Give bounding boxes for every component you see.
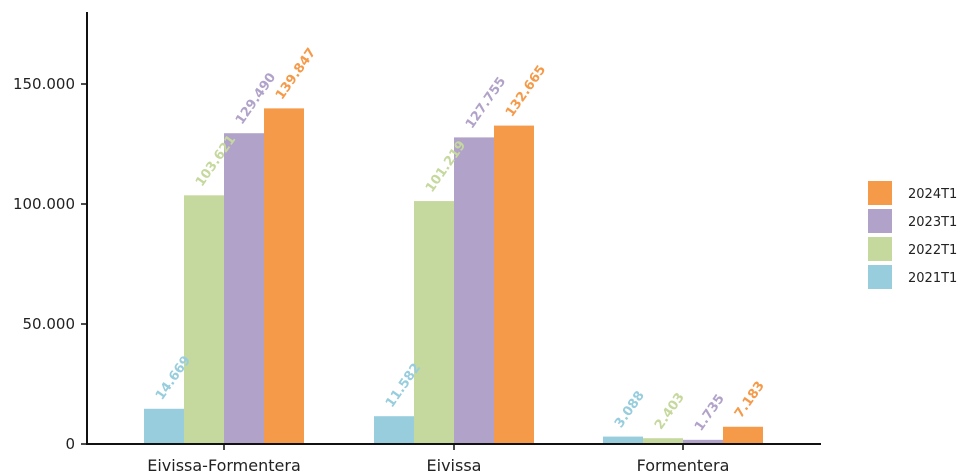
x-tick-label: Formentera — [637, 456, 730, 473]
bar-2024T1-0 — [264, 108, 304, 445]
y-tick-label: 150.000 — [13, 75, 75, 93]
legend: 2024T1 2023T1 2022T1 2021T1 — [868, 181, 957, 289]
bar-2023T1-0 — [224, 133, 264, 444]
legend-label-2024T1: 2024T1 — [908, 187, 957, 202]
legend-swatch-2022T1 — [868, 237, 892, 261]
x-tick-label: Eivissa-Formentera — [147, 456, 301, 473]
bar-2024T1-1 — [494, 125, 534, 444]
bar-2022T1-0 — [184, 195, 224, 444]
data-label: 127.755 — [463, 75, 509, 132]
legend-label-2022T1: 2022T1 — [908, 243, 957, 258]
bar-2021T1-0 — [144, 408, 184, 444]
y-tick-label: 100.000 — [13, 195, 75, 213]
bar-2023T1-2 — [683, 439, 723, 444]
bars-group — [144, 108, 763, 445]
data-label: 139.847 — [273, 46, 319, 103]
data-label: 132.665 — [503, 63, 549, 120]
bar-2022T1-2 — [643, 438, 683, 444]
legend-swatch-2024T1 — [868, 181, 892, 205]
data-label: 7.183 — [732, 379, 768, 421]
legend-swatch-2021T1 — [868, 265, 892, 289]
data-label: 1.735 — [692, 392, 728, 434]
bar-2021T1-1 — [374, 416, 414, 444]
legend-swatch-2023T1 — [868, 209, 892, 233]
axes-group: Eivissa-Formentera Eivissa Formentera 0 50.0… — [13, 12, 821, 473]
y-tick-label: 50.000 — [23, 315, 76, 333]
bar-2023T1-1 — [454, 137, 494, 444]
data-label: 3.088 — [612, 389, 648, 431]
y-tick-label: 0 — [65, 435, 75, 453]
bar-2022T1-1 — [414, 201, 454, 444]
bar-2021T1-2 — [603, 436, 643, 444]
data-label: 2.403 — [652, 390, 688, 432]
legend-label-2023T1: 2023T1 — [908, 215, 957, 230]
legend-label-2021T1: 2021T1 — [908, 271, 957, 286]
x-tick-label: Eivissa — [427, 456, 482, 473]
bar-2024T1-2 — [723, 426, 763, 444]
